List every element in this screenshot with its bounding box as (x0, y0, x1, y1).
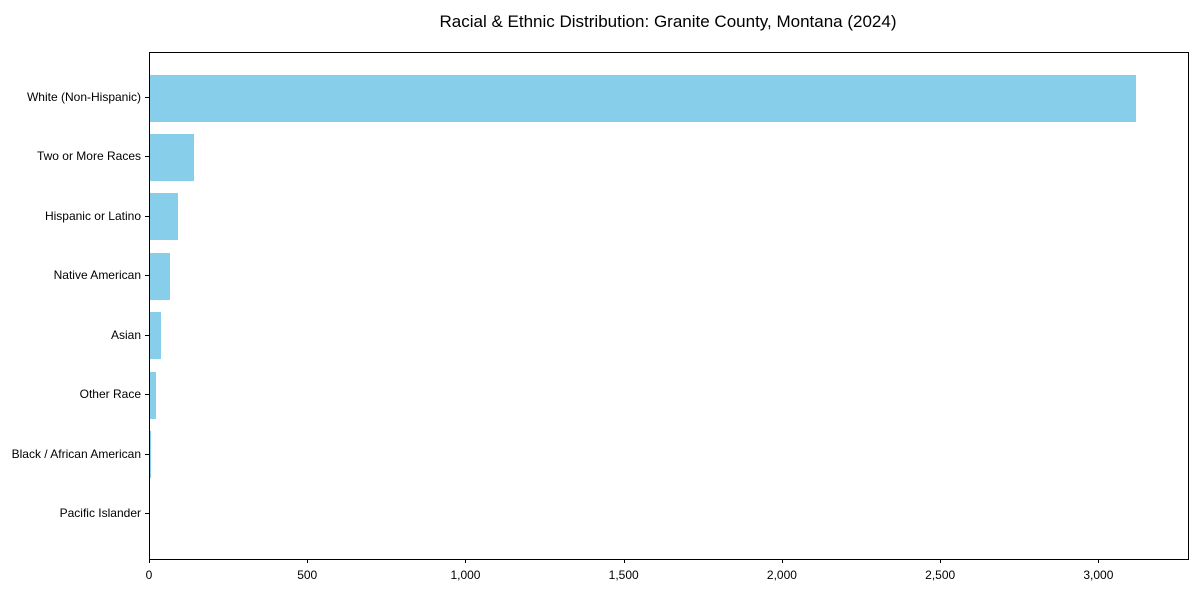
y-tick-label: Two or More Races (36, 149, 141, 164)
y-tick-mark (145, 97, 149, 98)
x-tick-label: 0 (145, 568, 153, 582)
bar (150, 312, 162, 360)
y-tick-label: Native American (53, 268, 141, 283)
y-tick-mark (145, 453, 149, 455)
y-tick-mark (145, 275, 149, 277)
y-tick-label: Pacific Islander (59, 506, 141, 520)
y-tick-mark (145, 334, 149, 336)
x-tick-label: 2,500 (925, 568, 956, 582)
x-tick-mark (623, 559, 625, 563)
y-tick-mark (145, 156, 149, 158)
bar (150, 371, 156, 419)
y-tick-label: Other Race (79, 387, 141, 402)
x-tick-mark (465, 559, 467, 563)
x-tick-mark (1098, 559, 1100, 563)
x-tick-mark (940, 559, 942, 563)
x-tick-label: 2,000 (766, 568, 797, 582)
bar (150, 193, 179, 241)
plot-area (149, 52, 1189, 560)
bar (150, 431, 151, 479)
y-tick-label: Hispanic or Latino (44, 208, 141, 223)
y-tick-label: Asian (110, 327, 141, 342)
x-tick-mark (307, 559, 309, 563)
x-tick-label: 500 (297, 568, 318, 582)
y-tick-mark (145, 513, 149, 514)
bar (150, 252, 170, 300)
bar (150, 133, 195, 181)
bar (150, 74, 1136, 122)
x-tick-label: 3,000 (1083, 568, 1114, 582)
y-tick-label: Black / African American (11, 446, 141, 461)
chart-title: Racial & Ethnic Distribution: Granite Co… (439, 12, 897, 31)
y-tick-mark (145, 394, 149, 396)
x-tick-mark (149, 559, 150, 563)
x-tick-mark (781, 559, 783, 563)
y-tick-label: White (Non-Hispanic) (26, 90, 141, 104)
x-tick-label: 1,000 (450, 568, 481, 582)
y-tick-mark (145, 215, 149, 217)
x-tick-label: 1,500 (608, 568, 639, 582)
